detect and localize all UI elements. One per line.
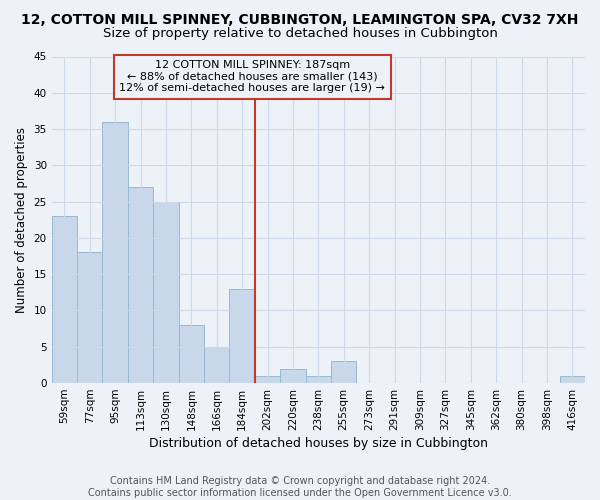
Text: 12, COTTON MILL SPINNEY, CUBBINGTON, LEAMINGTON SPA, CV32 7XH: 12, COTTON MILL SPINNEY, CUBBINGTON, LEA…: [22, 12, 578, 26]
X-axis label: Distribution of detached houses by size in Cubbington: Distribution of detached houses by size …: [149, 437, 488, 450]
Bar: [305, 376, 331, 383]
Bar: [52, 216, 77, 383]
Bar: [229, 288, 255, 383]
Bar: [204, 347, 229, 383]
Y-axis label: Number of detached properties: Number of detached properties: [15, 127, 28, 313]
Bar: [255, 376, 280, 383]
Text: Size of property relative to detached houses in Cubbington: Size of property relative to detached ho…: [103, 28, 497, 40]
Bar: [128, 187, 153, 383]
Text: 12 COTTON MILL SPINNEY: 187sqm
← 88% of detached houses are smaller (143)
12% of: 12 COTTON MILL SPINNEY: 187sqm ← 88% of …: [119, 60, 385, 94]
Bar: [153, 202, 179, 383]
Bar: [179, 325, 204, 383]
Bar: [77, 252, 103, 383]
Text: Contains HM Land Registry data © Crown copyright and database right 2024.
Contai: Contains HM Land Registry data © Crown c…: [88, 476, 512, 498]
Bar: [103, 122, 128, 383]
Bar: [560, 376, 585, 383]
Bar: [331, 362, 356, 383]
Bar: [280, 368, 305, 383]
